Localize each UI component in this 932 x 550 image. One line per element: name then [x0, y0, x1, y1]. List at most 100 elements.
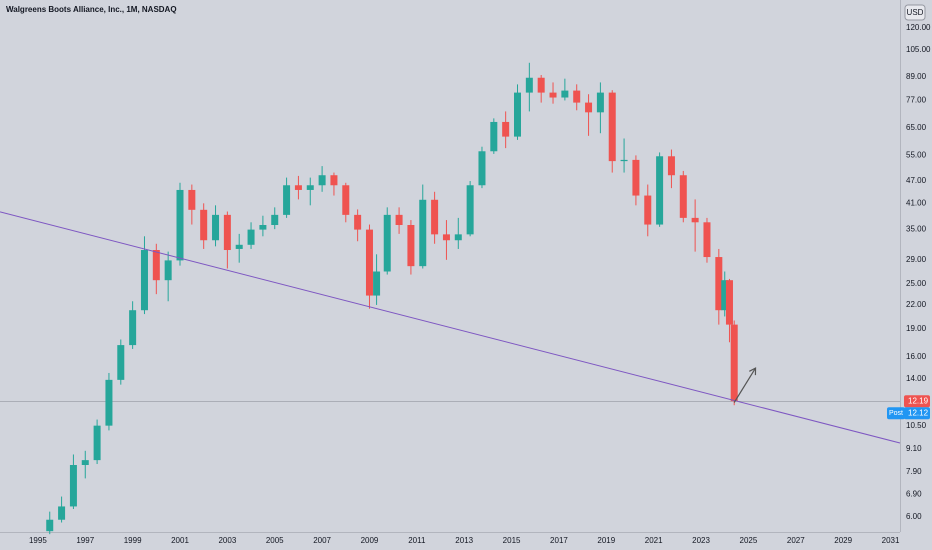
- candle-body: [525, 77, 533, 93]
- candle-body: [620, 159, 628, 162]
- x-tick-label: 2031: [882, 536, 900, 545]
- candle-body: [721, 280, 729, 311]
- candle-body: [608, 92, 616, 162]
- candle-body: [283, 185, 291, 215]
- candle-body: [395, 214, 403, 226]
- y-tick-label: 41.00: [906, 198, 927, 207]
- candle-body: [176, 189, 184, 261]
- candle-body: [454, 234, 462, 241]
- candle-body: [679, 175, 687, 218]
- y-tick-label: 6.00: [906, 512, 922, 521]
- candle-body: [407, 225, 415, 267]
- candle-body: [725, 280, 733, 325]
- x-tick-label: 2003: [218, 536, 236, 545]
- candle-body: [188, 189, 196, 210]
- x-tick-label: 2029: [834, 536, 852, 545]
- candle-body: [365, 229, 373, 296]
- candle-body: [514, 92, 521, 137]
- candle-body: [69, 465, 77, 507]
- candle-body: [596, 92, 604, 113]
- candle-body: [573, 90, 581, 103]
- y-tick-label: 77.00: [906, 96, 927, 105]
- candle-body: [129, 310, 137, 346]
- candle-body: [58, 506, 66, 520]
- y-tick-label: 105.00: [906, 45, 931, 54]
- candle-body: [703, 222, 711, 258]
- candle-body: [93, 425, 101, 461]
- currency-label[interactable]: USD: [907, 8, 924, 17]
- x-tick-label: 2023: [692, 536, 710, 545]
- trend-line: [0, 211, 901, 444]
- currency-button[interactable]: [904, 4, 926, 21]
- x-tick-label: 2011: [408, 536, 426, 545]
- y-tick-label: 9.10: [906, 444, 922, 453]
- arrow-head: [749, 367, 757, 376]
- x-tick-label: 2019: [597, 536, 615, 545]
- x-tick-label: 2009: [361, 536, 379, 545]
- candle-body: [354, 214, 362, 230]
- x-tick-label: 1999: [124, 536, 142, 545]
- candle-body: [306, 185, 314, 190]
- x-tick-label: 2005: [266, 536, 284, 545]
- candle-body: [223, 214, 231, 251]
- candle-body: [490, 121, 498, 152]
- candle-body: [537, 77, 545, 93]
- candle-body: [330, 175, 338, 186]
- candle-body: [549, 92, 557, 98]
- candle-body: [200, 209, 208, 241]
- candle-body: [46, 519, 54, 532]
- last-price-label: 12.19: [908, 396, 929, 405]
- candle-body: [478, 151, 486, 186]
- post-label: Post: [889, 410, 903, 417]
- candle-body: [140, 250, 148, 311]
- x-tick-label: 2013: [455, 536, 473, 545]
- y-tick-label: 29.00: [906, 255, 927, 264]
- candle-body: [667, 156, 675, 176]
- y-tick-label: 55.00: [906, 150, 927, 159]
- y-tick-label: 89.00: [906, 72, 927, 81]
- candle-body: [247, 229, 255, 245]
- candle-body: [656, 156, 664, 225]
- x-tick-label: 1997: [76, 536, 94, 545]
- candle-body: [466, 185, 474, 235]
- y-tick-label: 47.00: [906, 176, 927, 185]
- y-tick-label: 6.90: [906, 489, 922, 498]
- arrow-shaft: [733, 367, 757, 403]
- candle-body: [318, 175, 326, 186]
- candle-body: [561, 90, 569, 98]
- post-price-label: 12.12: [908, 408, 929, 417]
- candle-body: [152, 250, 160, 281]
- y-tick-label: 65.00: [906, 123, 927, 132]
- candle-body: [81, 460, 89, 466]
- x-tick-label: 2007: [313, 536, 331, 545]
- y-tick-label: 19.00: [906, 324, 927, 333]
- x-tick-label: 2015: [503, 536, 521, 545]
- post-price-tag: [904, 407, 930, 420]
- candle-body: [691, 217, 699, 223]
- candle-body: [730, 324, 738, 402]
- candle-body: [342, 185, 350, 215]
- x-tick-label: 2025: [740, 536, 758, 545]
- candle-body: [105, 379, 113, 426]
- y-tick-label: 7.90: [906, 467, 922, 476]
- x-tick-label: 2021: [645, 536, 663, 545]
- y-tick-label: 14.00: [906, 374, 927, 383]
- chart-title: Walgreens Boots Alliance, Inc., 1M, NASD…: [6, 5, 177, 14]
- candle-body: [383, 214, 391, 272]
- y-tick-label: 10.50: [906, 421, 927, 430]
- candle-body: [715, 257, 723, 311]
- x-tick-label: 2017: [550, 536, 568, 545]
- candle-body: [212, 214, 220, 241]
- candle-body: [373, 271, 381, 296]
- candle-body: [502, 121, 510, 137]
- candle-body: [644, 195, 652, 225]
- x-tick-label: 2001: [171, 536, 189, 545]
- candle-body: [431, 199, 439, 235]
- candle-body: [585, 102, 593, 113]
- y-tick-label: 16.00: [906, 352, 927, 361]
- last-price-tag: [904, 395, 930, 408]
- candle-body: [294, 185, 302, 190]
- y-tick-label: 35.00: [906, 224, 927, 233]
